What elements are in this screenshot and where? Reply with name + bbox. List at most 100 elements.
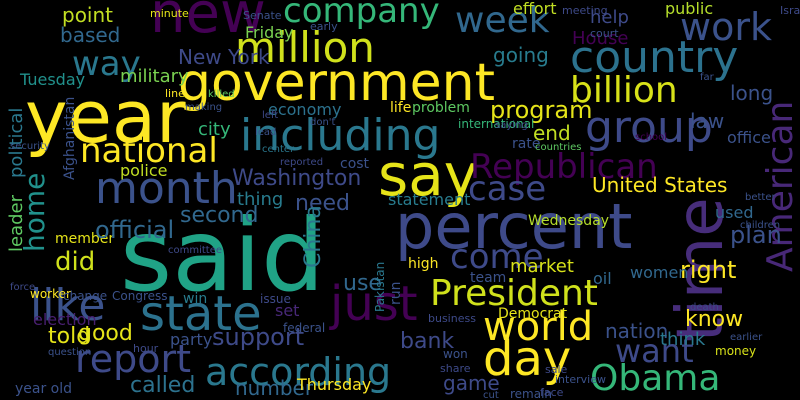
word: don't [310, 117, 336, 128]
word: Obama [590, 358, 720, 399]
word: House [572, 28, 628, 49]
word: business [428, 312, 476, 325]
word: billion [570, 70, 678, 111]
word: week [455, 0, 550, 41]
word: Afghanistan [62, 97, 78, 180]
word: told [48, 324, 90, 349]
word: group [585, 102, 713, 153]
word: set [275, 301, 299, 320]
word: Friday [245, 23, 294, 42]
word: Tuesday [19, 70, 85, 89]
word: United States [592, 173, 727, 197]
word: game [443, 371, 500, 395]
word: city [198, 119, 231, 140]
word: center [262, 144, 295, 155]
word: member [55, 231, 114, 247]
word: hour [133, 342, 159, 355]
word: country [570, 32, 738, 83]
word: called [130, 373, 195, 398]
word: American [760, 101, 800, 272]
word: court [590, 27, 619, 40]
word: security [10, 141, 50, 152]
word: Democrat [498, 306, 568, 322]
word: going [493, 43, 549, 67]
word: think [660, 329, 706, 350]
word: Wednesday [528, 213, 609, 229]
word: percent [395, 190, 632, 263]
word: according [205, 350, 391, 394]
word: bank [400, 329, 454, 354]
word: economy [268, 100, 341, 119]
word: long [730, 81, 773, 105]
word: better [745, 192, 776, 203]
word: meeting [562, 4, 608, 17]
word: office [727, 128, 771, 147]
word: life [390, 100, 411, 116]
word: market [510, 256, 574, 277]
word: worker [30, 287, 71, 301]
word: minute [150, 7, 189, 20]
word: issue [260, 292, 291, 306]
word: new [150, 0, 266, 46]
word: high [408, 256, 439, 272]
word: year old [15, 381, 72, 397]
word: children [740, 220, 780, 231]
word: case [468, 169, 546, 209]
word: run [388, 281, 404, 305]
word: cut [483, 390, 499, 400]
word: win [183, 291, 207, 307]
word: countries [535, 142, 581, 153]
word: line [165, 87, 185, 100]
word: public [665, 0, 713, 18]
word: oil [593, 269, 612, 288]
word: world [483, 304, 593, 350]
word: end [533, 121, 571, 145]
word: good [78, 321, 133, 346]
word: law [690, 109, 724, 133]
word: second [180, 203, 258, 228]
word: left [262, 110, 278, 121]
word: year [25, 75, 186, 159]
word: committee [168, 245, 222, 256]
word: problem [412, 100, 470, 116]
word: question [48, 347, 91, 358]
word: Israel [780, 4, 800, 17]
word: month [95, 163, 238, 214]
word: killed [208, 89, 235, 100]
word: said [120, 197, 325, 314]
word: making [185, 102, 222, 113]
word: want [615, 332, 694, 370]
word: lead [255, 127, 276, 138]
word: state [140, 286, 262, 342]
word: support [212, 323, 304, 351]
word: come [450, 237, 544, 277]
word: women [630, 263, 688, 282]
word: police [120, 161, 167, 180]
word: use [343, 271, 382, 296]
word: federal [283, 321, 325, 335]
word: work [680, 5, 772, 49]
word: military [120, 66, 189, 87]
word: school [635, 132, 667, 143]
word: death [690, 302, 719, 313]
word: Pakistan [373, 262, 387, 312]
word: reported [280, 157, 323, 168]
word: know [685, 307, 743, 332]
word: time [664, 197, 738, 342]
word: program [490, 96, 592, 124]
word: Republican [470, 147, 658, 187]
word: Thursday [296, 375, 371, 394]
word: Congress [112, 289, 168, 303]
word: used [715, 203, 753, 222]
word: share [440, 362, 471, 375]
word: sale [545, 363, 568, 376]
word: international [458, 117, 534, 131]
word: thing [237, 189, 283, 210]
word: election [33, 310, 97, 329]
word: plan [730, 221, 782, 249]
word: far [700, 72, 715, 83]
word: face [540, 386, 564, 399]
word: change [63, 289, 107, 303]
word: cost [340, 156, 370, 172]
